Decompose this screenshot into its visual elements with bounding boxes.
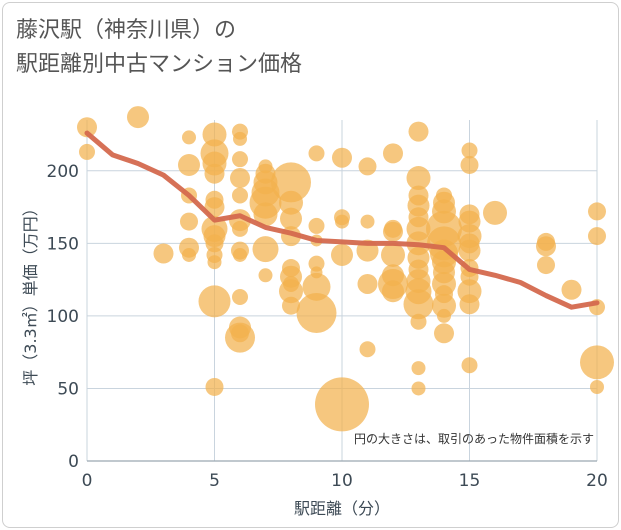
bubble-point [230, 168, 250, 189]
bubble-point [360, 214, 375, 229]
bubble-point [296, 292, 337, 333]
y-tick-label: 50 [57, 379, 79, 399]
bubble-point [233, 247, 247, 262]
bubble-point [308, 217, 325, 234]
x-tick-label: 0 [82, 471, 93, 491]
bubble-point [258, 268, 273, 283]
trend-line [84, 130, 600, 310]
bubble-point [205, 234, 224, 253]
bubble-point [411, 381, 426, 396]
chart-title-line1: 藤沢駅（神奈川県）の [16, 18, 237, 43]
bubble-point [77, 117, 97, 138]
y-tick-label: 200 [47, 162, 79, 182]
x-tick-label: 10 [331, 471, 353, 491]
bubble-point [280, 207, 302, 230]
bubble-point [178, 153, 200, 176]
bubble-point [383, 221, 403, 242]
x-axis-label: 駅距離（分） [294, 499, 390, 518]
bubble-point [359, 341, 376, 358]
bubble-point [461, 142, 478, 159]
bubble-point [590, 379, 604, 394]
bubble-point [232, 220, 248, 237]
bubble-point [233, 131, 247, 146]
y-axis-label: 坪（3.3㎡）単価（万円） [21, 200, 40, 385]
bubble-point [332, 147, 352, 168]
bubble-point [483, 200, 507, 225]
bubble-point [461, 357, 478, 374]
bubble-point [411, 361, 426, 376]
bubble-point [315, 377, 369, 432]
bubble-point [537, 256, 555, 275]
bubble-point [406, 166, 431, 191]
bubble-point [408, 121, 429, 142]
bubble-point [207, 255, 222, 270]
bubble-point [204, 163, 225, 184]
bubble-point [308, 145, 325, 162]
bubble-point [458, 239, 481, 262]
bubble-point [202, 122, 227, 147]
bubble-point [153, 243, 174, 264]
bubble-point [434, 323, 454, 344]
bubble-point [282, 296, 300, 315]
trend-line-group [84, 130, 600, 310]
bubble-point [205, 377, 224, 396]
x-tick-label: 5 [209, 471, 220, 491]
bubble-point [232, 151, 248, 168]
bubble-point [580, 345, 614, 380]
bubble-point [588, 202, 606, 221]
x-tick-label: 20 [586, 471, 608, 491]
bubble-point [459, 294, 480, 315]
bubble-point [232, 187, 248, 204]
bubble-point [79, 143, 95, 160]
chart-title-line2: 駅距離別中古マンション価格 [16, 52, 303, 77]
bubble-point [335, 214, 349, 229]
bubble-point [588, 227, 606, 246]
bubble-point [561, 279, 582, 300]
bubble-point [382, 280, 404, 303]
bubble-point [403, 289, 434, 320]
bubble-point [225, 322, 255, 353]
bubble-point [358, 157, 377, 176]
bubble-point [410, 313, 427, 330]
bubble-point [232, 289, 248, 306]
bubble-point [381, 242, 405, 267]
bubble-point [460, 155, 479, 174]
x-tick-label: 15 [459, 471, 481, 491]
bubble-point [279, 279, 303, 304]
size-note: 円の大きさは、取引のあった物件面積を示す [354, 431, 594, 446]
bubble-point [182, 247, 196, 262]
bubble-point [437, 308, 451, 323]
bubble-point [182, 130, 196, 145]
chart-title: 藤沢駅（神奈川県）の 駅距離別中古マンション価格 [16, 14, 302, 82]
bubble-point [180, 212, 198, 231]
bubble-point [383, 143, 403, 164]
bubble-point [279, 190, 303, 215]
bubble-point [271, 162, 311, 203]
bubble-point [198, 285, 231, 318]
y-tick-label: 150 [47, 234, 79, 254]
bubble-point [536, 236, 556, 257]
bubble-point [252, 236, 279, 263]
bubbles [77, 106, 614, 432]
bubble-point [331, 243, 353, 266]
bubble-point [357, 273, 378, 294]
bubble-point [127, 106, 149, 129]
bubble-point [302, 272, 331, 301]
y-tick-label: 100 [47, 307, 79, 327]
y-tick-label: 0 [68, 452, 79, 472]
bubble-point [308, 255, 325, 272]
bubble-point [432, 293, 456, 318]
bubble-point [253, 202, 278, 227]
